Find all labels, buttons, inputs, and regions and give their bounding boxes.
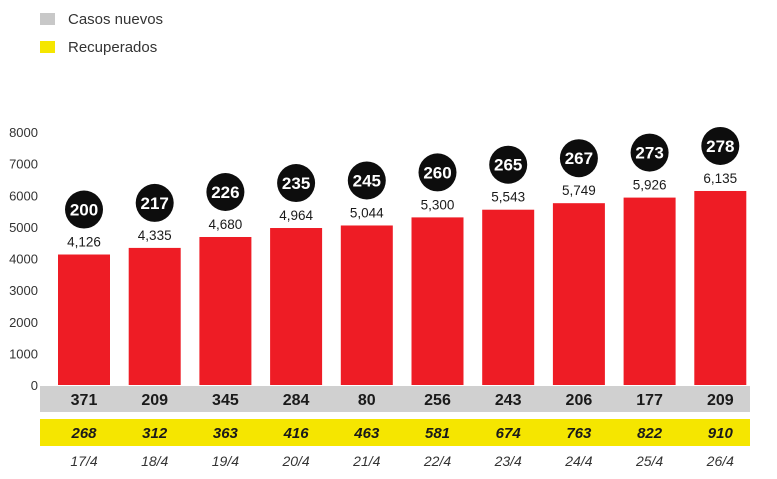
bars: 4,126 200 4,335 217 4,680 226 4,964 235 5,044 245… — [58, 126, 747, 385]
y-tick-label: 4000 — [9, 252, 38, 267]
casos-nuevos-value: 345 — [212, 392, 239, 409]
casos-nuevos-value: 284 — [283, 392, 310, 409]
bar — [623, 197, 676, 385]
value-circle — [701, 126, 740, 165]
legend-label-1: Casos nuevos — [68, 11, 163, 28]
recuperados-value: 363 — [213, 425, 239, 442]
recuperados-value: 268 — [70, 425, 97, 442]
casos-nuevos-value: 209 — [707, 392, 734, 409]
y-tick-label: 2000 — [9, 315, 38, 330]
x-tick-label: 23/4 — [494, 453, 522, 469]
bar — [340, 225, 393, 385]
recuperados-value: 763 — [566, 425, 592, 442]
y-tick-label: 7000 — [9, 157, 38, 172]
bar-value-label: 6,135 — [703, 171, 737, 186]
value-circle — [135, 183, 174, 222]
value-circle — [65, 190, 103, 229]
bar — [411, 217, 464, 385]
casos-nuevos-value: 206 — [566, 392, 593, 409]
y-tick-label: 5000 — [9, 220, 38, 235]
date-labels: 17/4 18/4 19/4 20/4 21/4 22/4 23/4 24/4 25/4 26/4 — [70, 453, 734, 469]
bar — [58, 254, 110, 385]
bar — [270, 228, 323, 385]
count-bands: 371 268 209 312 345 363 284 416 80 463 256 581 243 67… — [40, 386, 750, 446]
circle-value: 226 — [211, 183, 239, 202]
circle-value: 245 — [353, 171, 381, 190]
bar-value-label: 4,680 — [209, 217, 243, 232]
value-circle — [347, 161, 386, 200]
casos-nuevos-value: 80 — [358, 392, 376, 409]
bar — [482, 209, 535, 385]
circle-value: 217 — [141, 194, 169, 213]
y-axis: 0 1000 2000 3000 4000 5000 6000 7000 8000 — [9, 125, 38, 393]
recuperados-band — [40, 419, 750, 446]
y-tick-label: 8000 — [9, 125, 38, 140]
x-tick-label: 17/4 — [70, 453, 97, 469]
casos-nuevos-value: 256 — [424, 392, 451, 409]
y-tick-label: 0 — [31, 378, 38, 393]
bar-value-label: 5,300 — [421, 197, 455, 212]
x-tick-label: 26/4 — [706, 453, 734, 469]
recuperados-value: 910 — [708, 425, 734, 442]
x-tick-label: 24/4 — [564, 453, 592, 469]
bar-value-label: 5,749 — [562, 183, 596, 198]
legend: Casos nuevos Recuperados — [40, 11, 163, 56]
bar — [199, 236, 252, 385]
bar — [128, 247, 181, 385]
casos-nuevos-band — [40, 386, 750, 412]
x-tick-label: 22/4 — [423, 453, 451, 469]
x-tick-label: 25/4 — [635, 453, 663, 469]
y-tick-label: 1000 — [9, 346, 38, 361]
bar-value-label: 5,543 — [491, 190, 525, 205]
value-circle — [630, 133, 669, 172]
recuperados-value: 312 — [142, 425, 168, 442]
bar-value-label: 4,335 — [138, 228, 172, 243]
bar — [694, 190, 747, 385]
bar-value-label: 5,044 — [350, 205, 384, 220]
x-tick-label: 20/4 — [281, 453, 309, 469]
x-tick-label: 19/4 — [212, 453, 239, 469]
recuperados-value: 416 — [283, 425, 310, 442]
recuperados-value: 674 — [496, 425, 522, 442]
legend-label-2: Recuperados — [68, 39, 157, 56]
value-circle — [206, 172, 245, 211]
circle-value: 260 — [423, 163, 451, 182]
x-tick-label: 21/4 — [352, 453, 380, 469]
y-tick-label: 6000 — [9, 188, 38, 203]
circle-value: 273 — [635, 144, 663, 163]
legend-swatch-1 — [40, 13, 55, 25]
bar-value-label: 4,126 — [67, 235, 101, 250]
casos-nuevos-value: 209 — [141, 392, 168, 409]
bar-value-label: 5,926 — [633, 178, 667, 193]
circle-value: 265 — [494, 156, 522, 175]
value-circle — [559, 139, 598, 178]
circle-value: 200 — [70, 201, 98, 220]
circle-value: 235 — [282, 174, 310, 193]
recuperados-value: 463 — [353, 425, 380, 442]
value-circle — [277, 164, 316, 203]
bar-value-label: 4,964 — [279, 208, 313, 223]
value-circle — [418, 153, 457, 192]
recuperados-value: 581 — [425, 425, 450, 442]
recuperados-value: 822 — [637, 425, 663, 442]
legend-swatch-2 — [40, 41, 55, 53]
y-tick-label: 3000 — [9, 283, 38, 298]
casos-nuevos-value: 177 — [636, 392, 663, 409]
value-circle — [489, 145, 528, 184]
x-tick-label: 18/4 — [141, 453, 168, 469]
casos-nuevos-value: 243 — [495, 392, 522, 409]
circle-value: 278 — [706, 137, 734, 156]
casos-nuevos-value: 371 — [71, 392, 98, 409]
bar — [552, 203, 605, 385]
circle-value: 267 — [565, 149, 593, 168]
